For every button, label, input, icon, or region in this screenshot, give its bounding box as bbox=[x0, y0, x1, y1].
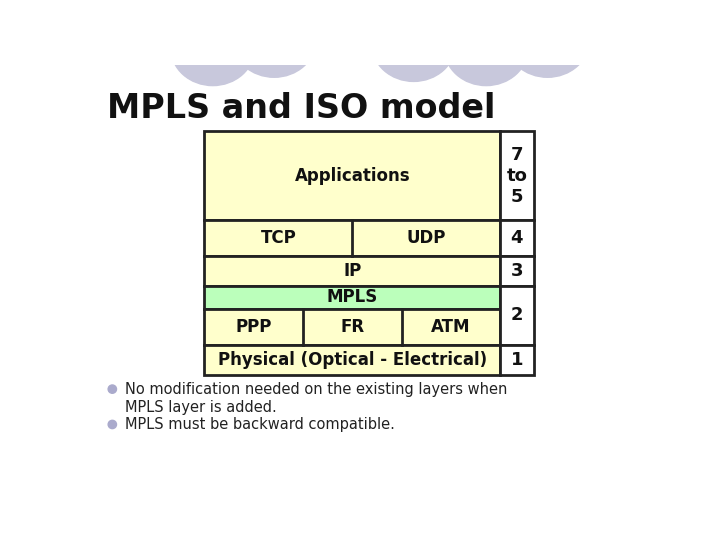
Text: MPLS: MPLS bbox=[327, 288, 378, 306]
Text: MPLS and ISO model: MPLS and ISO model bbox=[107, 92, 495, 125]
Bar bbox=[500, 256, 534, 286]
Bar bbox=[500, 345, 534, 375]
Text: 2: 2 bbox=[510, 306, 523, 325]
Text: 4: 4 bbox=[510, 229, 523, 247]
Bar bbox=[204, 345, 500, 375]
Text: ATM: ATM bbox=[431, 318, 471, 336]
Ellipse shape bbox=[505, 2, 590, 77]
Bar bbox=[500, 131, 534, 220]
Text: 1: 1 bbox=[510, 351, 523, 369]
Ellipse shape bbox=[233, 2, 316, 77]
Text: MPLS layer is added.: MPLS layer is added. bbox=[125, 400, 276, 415]
Text: FR: FR bbox=[340, 318, 364, 336]
Bar bbox=[204, 256, 500, 286]
Bar bbox=[500, 220, 534, 256]
Text: No modification needed on the existing layers when: No modification needed on the existing l… bbox=[125, 382, 507, 396]
Ellipse shape bbox=[372, 6, 456, 82]
Text: Physical (Optical - Electrical): Physical (Optical - Electrical) bbox=[217, 351, 487, 369]
Bar bbox=[204, 131, 500, 220]
Text: TCP: TCP bbox=[261, 229, 296, 247]
Text: PPP: PPP bbox=[235, 318, 272, 336]
Bar bbox=[500, 286, 534, 345]
Bar bbox=[204, 286, 500, 309]
Ellipse shape bbox=[171, 11, 255, 85]
Text: 3: 3 bbox=[510, 262, 523, 280]
Ellipse shape bbox=[444, 11, 528, 85]
Bar bbox=[204, 220, 500, 256]
Text: 7
to
5: 7 to 5 bbox=[506, 146, 527, 206]
Text: Applications: Applications bbox=[294, 167, 410, 185]
Bar bbox=[204, 309, 500, 345]
Text: UDP: UDP bbox=[407, 229, 446, 247]
Text: IP: IP bbox=[343, 262, 361, 280]
Ellipse shape bbox=[108, 420, 117, 429]
Ellipse shape bbox=[108, 385, 117, 393]
Text: MPLS must be backward compatible.: MPLS must be backward compatible. bbox=[125, 417, 395, 432]
